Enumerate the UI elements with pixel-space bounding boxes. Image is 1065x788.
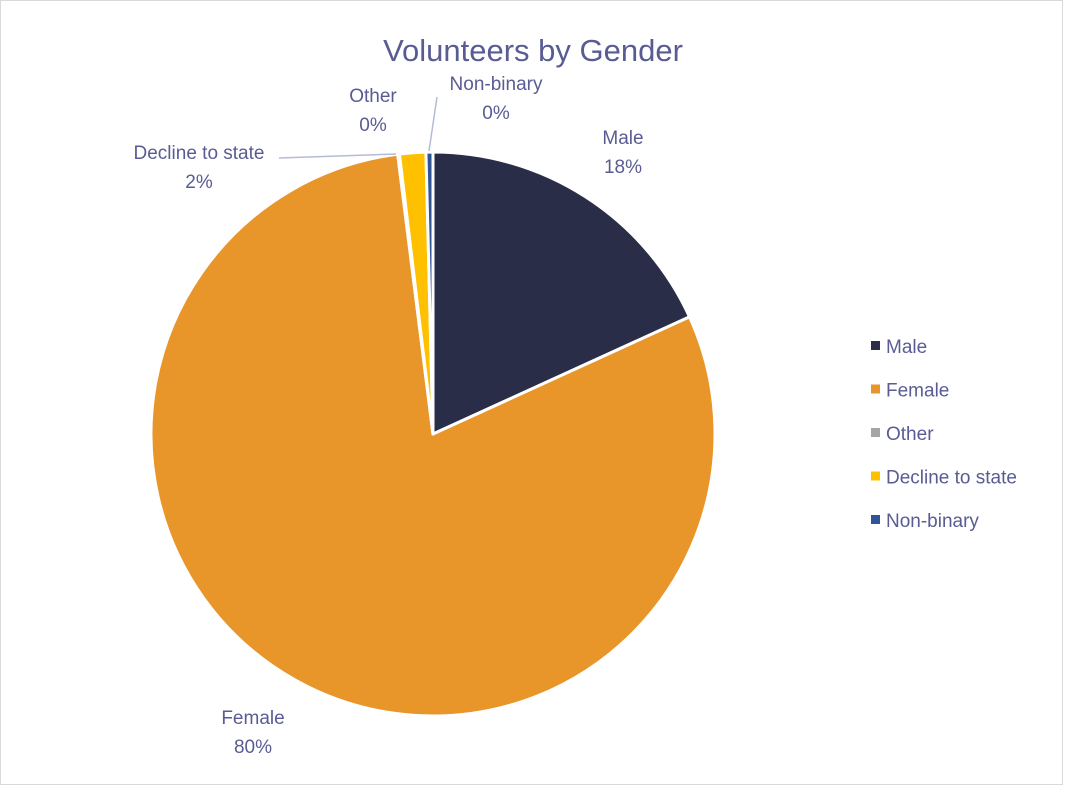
data-labels: Male 18% Female 80% Other 0% Decline to state 2… xyxy=(134,74,644,758)
data-label-male-name: Male xyxy=(602,128,643,149)
legend-label-other: Other xyxy=(886,424,934,445)
leader-line-decline-to-state xyxy=(278,153,397,159)
data-label-non-binary-name: Non-binary xyxy=(450,74,543,95)
legend-swatch-female xyxy=(871,384,880,394)
legend-swatch-decline-to-state xyxy=(871,471,880,481)
slice-non-binary xyxy=(424,150,435,436)
pie-slices xyxy=(149,150,717,718)
leader-lines xyxy=(278,96,438,159)
legend-label-female: Female xyxy=(886,381,949,402)
data-label-female-percent: 80% xyxy=(234,737,272,758)
legend: Male Female Other Decline to state Non-binar… xyxy=(871,337,1017,532)
data-label-female-name: Female xyxy=(221,708,284,729)
legend-label-decline-to-state: Decline to state xyxy=(886,468,1017,489)
legend-swatch-male xyxy=(871,341,880,350)
chart-title: Volunteers by Gender xyxy=(383,33,683,68)
legend-label-non-binary: Non-binary xyxy=(886,511,979,532)
leader-line-non-binary xyxy=(428,96,438,152)
data-label-decline-to-state-percent: 2% xyxy=(185,172,213,193)
data-label-decline-to-state-name: Decline to state xyxy=(134,143,265,164)
legend-label-male: Male xyxy=(886,337,927,358)
legend-swatch-other xyxy=(871,428,880,437)
slice-male xyxy=(431,150,692,436)
data-label-non-binary-percent: 0% xyxy=(482,103,510,124)
data-label-other-percent: 0% xyxy=(359,115,387,136)
legend-swatch-non-binary xyxy=(871,515,880,524)
data-label-male-percent: 18% xyxy=(604,157,642,178)
data-label-other-name: Other xyxy=(349,86,397,107)
